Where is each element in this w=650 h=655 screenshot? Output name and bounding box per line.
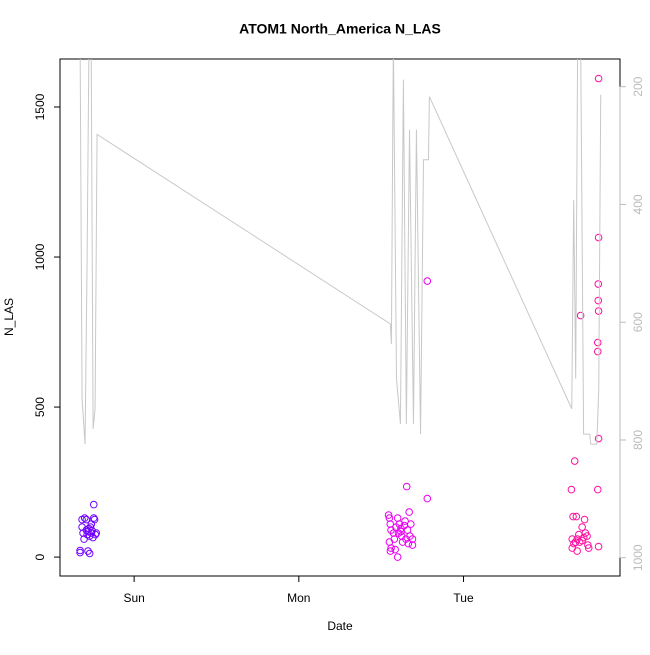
- point: [87, 520, 96, 528]
- x-tick-label: Mon: [287, 591, 310, 605]
- y-tick-label: 1500: [33, 93, 47, 120]
- point: [594, 233, 603, 242]
- point: [386, 547, 395, 555]
- point: [405, 508, 413, 516]
- point: [576, 311, 585, 320]
- point: [578, 536, 586, 545]
- point: [593, 485, 602, 494]
- point: [580, 515, 589, 524]
- x-tick-label: Sun: [123, 591, 144, 605]
- point: [401, 517, 409, 525]
- point: [89, 500, 98, 509]
- y-tick-label: 1000: [33, 243, 47, 270]
- point: [386, 520, 395, 528]
- point: [594, 542, 603, 551]
- point: [594, 74, 603, 83]
- point: [572, 512, 581, 521]
- point: [567, 485, 576, 494]
- point: [593, 338, 602, 347]
- point: [82, 515, 91, 524]
- point: [594, 307, 603, 315]
- point: [569, 512, 577, 521]
- point: [594, 434, 603, 443]
- point: [584, 541, 592, 549]
- point: [570, 457, 579, 465]
- point: [387, 544, 395, 552]
- y2-tick-label: 600: [631, 312, 645, 332]
- point: [391, 545, 399, 554]
- line: [79, 59, 602, 445]
- y-tick-label: 500: [33, 397, 47, 417]
- point: [584, 544, 593, 552]
- point: [404, 539, 413, 548]
- point: [76, 546, 84, 555]
- chart-title: ATOM1 North_America N_LAS: [239, 21, 441, 37]
- point: [423, 494, 432, 503]
- point: [76, 548, 84, 557]
- point: [573, 547, 581, 555]
- point: [575, 530, 583, 539]
- point: [80, 514, 89, 522]
- point: [390, 535, 399, 543]
- point: [583, 532, 591, 540]
- point: [91, 530, 100, 539]
- point: [395, 520, 404, 528]
- point: [86, 523, 95, 531]
- point: [393, 553, 402, 561]
- point: [408, 535, 417, 543]
- point: [384, 511, 393, 519]
- plot-area: [76, 59, 603, 561]
- point: [423, 277, 432, 285]
- point: [408, 541, 417, 549]
- y2-tick-label: 400: [631, 194, 645, 214]
- y2-tick-label: 1000: [631, 544, 645, 571]
- point: [407, 520, 415, 528]
- point: [85, 549, 94, 558]
- y-tick-label: 0: [33, 553, 47, 560]
- plot-box: [59, 58, 621, 577]
- y-axis-label: N_LAS: [2, 298, 16, 336]
- x-axis-label: Date: [327, 619, 353, 633]
- y2-tick-label: 800: [631, 430, 645, 450]
- point: [385, 514, 394, 522]
- point: [568, 544, 577, 552]
- point: [578, 523, 586, 531]
- point: [594, 280, 603, 288]
- point: [84, 547, 92, 555]
- point: [92, 529, 101, 537]
- point: [593, 347, 602, 356]
- point: [402, 482, 411, 491]
- y2-tick-label: 200: [631, 76, 645, 96]
- x-tick-label: Tue: [453, 591, 474, 605]
- point: [397, 527, 405, 536]
- point: [594, 296, 603, 305]
